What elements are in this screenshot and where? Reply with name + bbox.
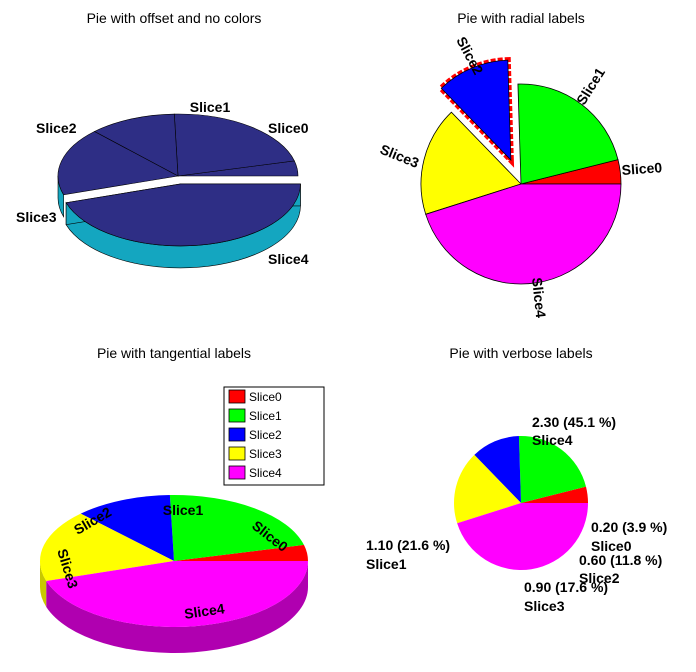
chart3-legend: Slice0 Slice1 Slice2 Slice3 Slice4 [223, 386, 325, 486]
chart2-slice-slice2 [440, 59, 512, 162]
chart3-side-slice3 [40, 561, 47, 608]
legend-label-slice4: Slice4 [249, 466, 282, 480]
chart-tangential-labels: Pie with tangential labels Slice0 Slice1… [39, 345, 325, 654]
chart3-slice-slice3 [39, 513, 174, 582]
chart-radial-labels: Pie with radial labels Slice0 Slice1 Sli… [378, 10, 663, 319]
legend-swatch-slice3 [228, 446, 246, 461]
chart4-label-slice3: Slice3 [524, 598, 565, 614]
legend-entry-slice3: Slice3 [228, 446, 282, 461]
chart4-value-slice1: 1.10 (21.6 %) [366, 537, 450, 553]
chart3-slice-slice0 [174, 544, 308, 561]
chart4-title: Pie with verbose labels [449, 345, 592, 361]
legend-swatch-slice4 [228, 465, 246, 480]
chart1-slice-slice3 [57, 131, 179, 196]
legend-label-slice1: Slice1 [249, 409, 282, 423]
chart4-label-slice4: Slice4 [532, 432, 573, 448]
chart2-slice-slice1 [517, 83, 619, 185]
chart4-value-slice4: 2.30 (45.1 %) [532, 414, 616, 430]
legend-label-slice3: Slice3 [249, 447, 282, 461]
legend-entry-slice0: Slice0 [228, 389, 282, 404]
chart4-value-slice2: 0.60 (11.8 %) [579, 552, 662, 568]
chart4-slices [454, 436, 588, 570]
chart4-value-slice3: 0.90 (17.6 %) [524, 579, 608, 595]
chart1-slice-slice2 [93, 113, 179, 177]
chart4-label-slice2: Slice2 [579, 570, 620, 586]
chart1-label-slice1: Slice1 [190, 99, 231, 115]
chart2-label-slice4: Slice4 [529, 277, 549, 319]
legend-label-slice0: Slice0 [249, 390, 282, 404]
chart4-slice-slice3 [454, 454, 521, 524]
chart-offset-no-colors: Pie with offset and no colors Slice1 Sli… [16, 10, 309, 269]
chart3-label-slice1: Slice1 [163, 502, 204, 518]
chart1-label-slice4: Slice4 [268, 251, 309, 267]
chart4-slice-slice2 [474, 436, 521, 503]
chart3-slices [39, 495, 308, 654]
legend-swatch-slice1 [228, 408, 246, 423]
chart2-label-slice1: Slice1 [573, 65, 608, 108]
chart4-slice-slice4 [457, 503, 588, 570]
legend-label-slice2: Slice2 [249, 428, 282, 442]
chart1-slice-slice1 [173, 113, 295, 177]
legend-entry-slice1: Slice1 [228, 408, 282, 423]
chart4-label-slice1: Slice1 [366, 556, 407, 572]
chart1-slices [57, 113, 301, 269]
chart4-slice-slice0 [521, 486, 588, 503]
chart1-label-slice0: Slice0 [268, 120, 309, 136]
chart4-value-slice0: 0.20 (3.9 %) [591, 519, 667, 535]
chart1-label-slice2: Slice2 [36, 120, 77, 136]
chart2-title: Pie with radial labels [457, 10, 585, 26]
chart4-slice-slice1 [518, 436, 586, 503]
chart2-label-slice2: Slice2 [453, 34, 486, 77]
chart1-label-slice3: Slice3 [16, 209, 57, 225]
chart3-slice-slice2 [80, 495, 174, 561]
chart3-side-slice4 [46, 561, 308, 654]
legend-swatch-slice2 [228, 427, 246, 442]
chart3-slice-slice4 [46, 561, 308, 628]
chart3-label-slice4: Slice4 [183, 600, 226, 622]
legend-swatch-slice0 [228, 389, 246, 404]
chart3-slice-slice1 [169, 495, 304, 561]
chart2-slices [420, 57, 622, 285]
legend-entry-slice4: Slice4 [228, 465, 282, 480]
chart1-slice-slice4 [65, 183, 301, 247]
chart3-title: Pie with tangential labels [97, 345, 251, 361]
chart4-label-slice0: Slice0 [591, 538, 632, 554]
chart1-title: Pie with offset and no colors [87, 10, 262, 26]
legend-entry-slice2: Slice2 [228, 427, 282, 442]
chart2-label-slice0: Slice0 [621, 159, 663, 178]
chart2-label-slice3: Slice3 [378, 141, 422, 171]
chart-verbose-labels: Pie with verbose labels 2.30 (45.1 %) Sl… [366, 345, 667, 614]
chart2-slice-slice4 [425, 183, 622, 285]
chart2-slice-slice3 [420, 111, 522, 215]
